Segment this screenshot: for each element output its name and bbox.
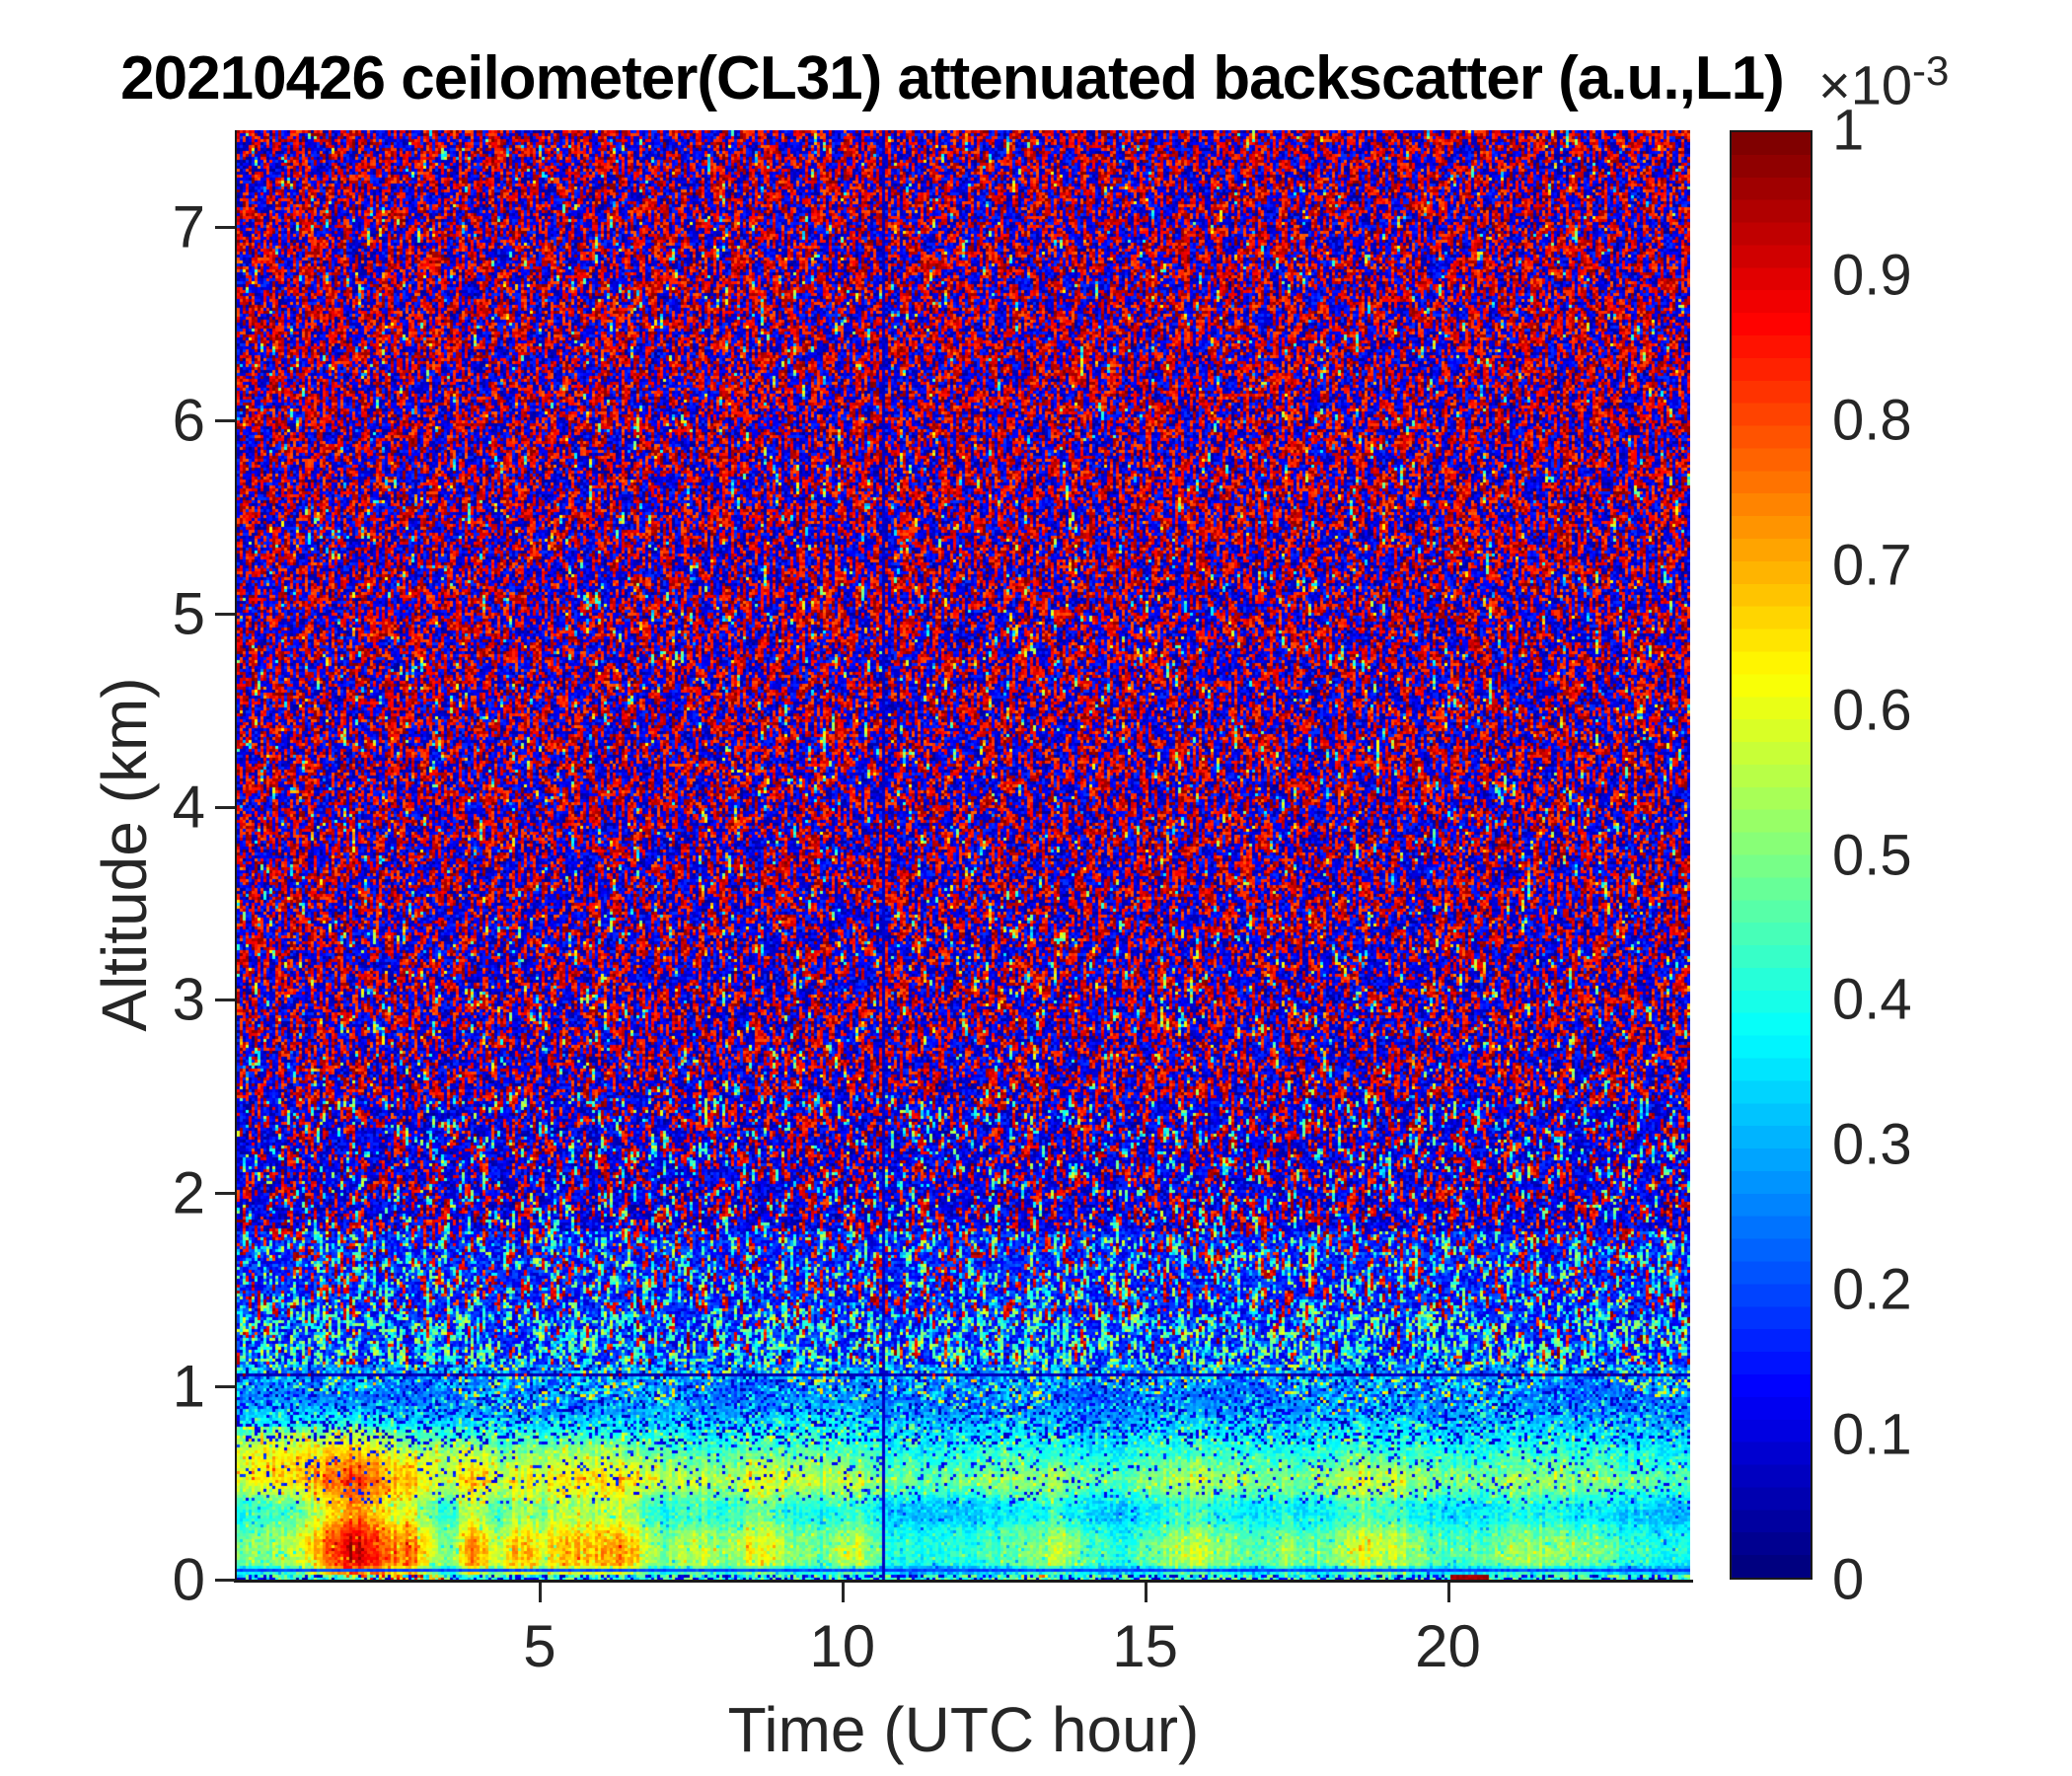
y-tick-label: 2 [172, 1159, 205, 1226]
colorbar-tick-label: 0.2 [1832, 1257, 1912, 1322]
colorbar-tick-label: 0.6 [1832, 678, 1912, 743]
x-tick-label: 10 [809, 1613, 876, 1679]
x-tick [538, 1583, 542, 1602]
x-axis-label: Time (UTC hour) [727, 1694, 1200, 1765]
x-axis-line [234, 1580, 1693, 1583]
colorbar-tick-label: 0.5 [1832, 823, 1912, 887]
y-tick [215, 999, 235, 1002]
y-tick-label: 0 [172, 1546, 205, 1613]
colorbar-tick-label: 0.9 [1832, 243, 1912, 308]
colorbar-tick-label: 0 [1832, 1547, 1865, 1612]
colorbar-multiplier-base: ×10 [1818, 53, 1912, 116]
chart-title: 20210426 ceilometer(CL31) attenuated bac… [120, 44, 1785, 112]
y-tick-label: 1 [172, 1353, 205, 1420]
y-tick-label: 5 [172, 580, 205, 647]
y-axis-label: Altitude (km) [89, 677, 160, 1032]
y-tick [215, 225, 235, 229]
y-tick-label: 4 [172, 774, 205, 841]
colorbar-multiplier: ×10-3 [1818, 47, 1949, 117]
colorbar-tick-label: 1 [1832, 98, 1865, 163]
y-tick [215, 418, 235, 422]
x-tick [1446, 1583, 1450, 1602]
colorbar-tick-label: 0.7 [1832, 533, 1912, 598]
y-tick [215, 1385, 235, 1389]
y-tick-label: 6 [172, 387, 205, 454]
x-tick-label: 20 [1415, 1613, 1481, 1679]
y-tick [215, 805, 235, 809]
heatmap-canvas [237, 130, 1690, 1580]
colorbar-multiplier-exponent: -3 [1912, 47, 1950, 94]
colorbar-tick-label: 0.8 [1832, 388, 1912, 453]
x-tick [1144, 1583, 1147, 1602]
colorbar [1730, 130, 1813, 1580]
y-tick [215, 1192, 235, 1196]
x-tick-label: 15 [1112, 1613, 1178, 1679]
y-tick-label: 7 [172, 193, 205, 260]
y-axis-line [235, 130, 237, 1583]
x-tick [841, 1583, 845, 1602]
colorbar-tick-label: 0.1 [1832, 1402, 1912, 1467]
y-tick-label: 3 [172, 966, 205, 1033]
x-tick-label: 5 [523, 1613, 556, 1679]
y-tick [215, 1579, 235, 1582]
colorbar-tick-label: 0.3 [1832, 1112, 1912, 1177]
y-tick [215, 612, 235, 616]
colorbar-tick-label: 0.4 [1832, 967, 1912, 1032]
